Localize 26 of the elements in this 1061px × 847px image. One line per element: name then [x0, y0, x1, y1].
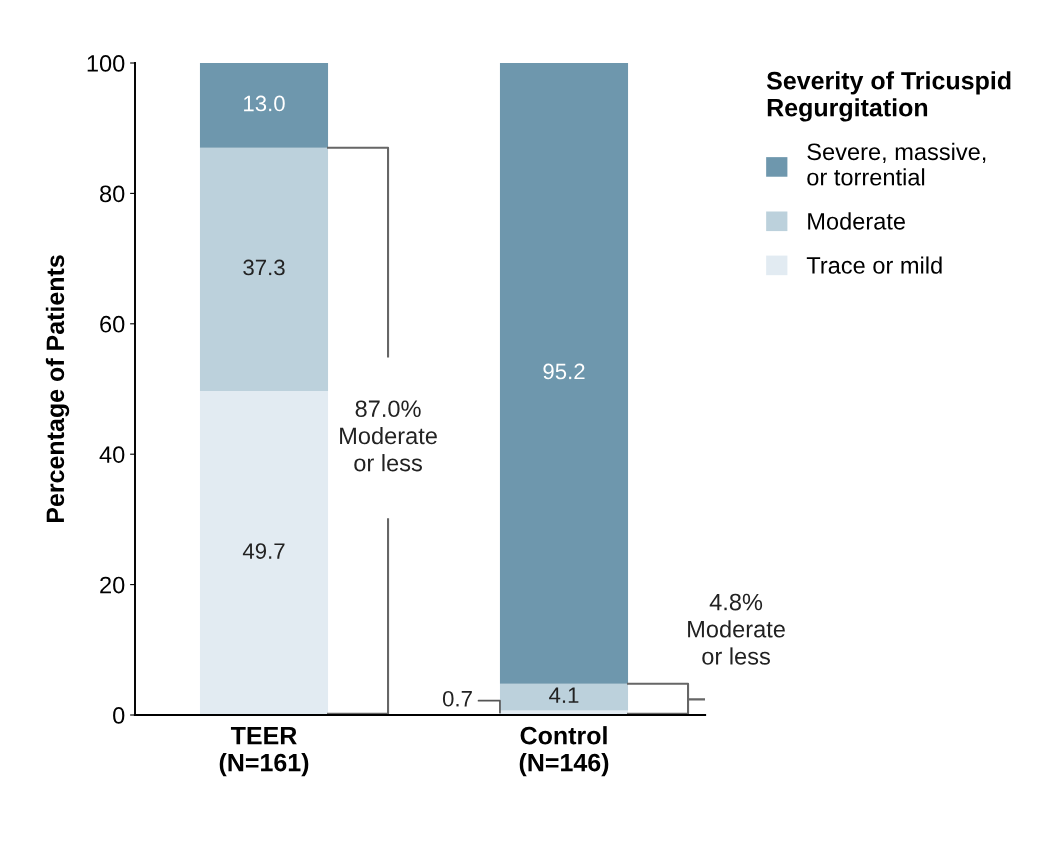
y-tick-label: 100 — [87, 55, 125, 72]
legend-label: Moderate — [808, 212, 905, 230]
y-tick-label: 40 — [99, 446, 125, 463]
legend-label: Trace or mild — [806, 256, 942, 274]
bar — [199, 147, 329, 391]
bar — [499, 63, 629, 684]
x-tick-label: TEER (N=161) — [219, 727, 309, 777]
legend-label: Severe, massive, or torrential — [807, 142, 986, 186]
y-tick-label: 20 — [100, 576, 125, 594]
x-tick-label: Control (N=146) — [519, 726, 609, 777]
legend-title: Severity of Tricuspid Regurgitation — [766, 71, 1011, 122]
annotation: 4.8% Moderate or less — [688, 593, 785, 665]
data-label: 95.2 — [543, 363, 585, 380]
data-label: 37.3 — [243, 259, 285, 276]
data-label: 4.1 — [549, 687, 579, 703]
y-tick-label: 60 — [100, 315, 125, 333]
data-label: 49.7 — [242, 543, 285, 559]
bar — [499, 683, 629, 711]
y-tick-label: 0 — [113, 707, 125, 724]
y-tick-label: 80 — [100, 185, 125, 203]
data-label: 13.0 — [244, 95, 285, 112]
y-axis-title: Percentage of Patients — [45, 255, 70, 523]
annotation: 87.0% Moderate or less — [340, 400, 437, 472]
data-label: 0.7 — [442, 690, 472, 707]
bar — [199, 63, 329, 148]
bar — [199, 390, 329, 715]
